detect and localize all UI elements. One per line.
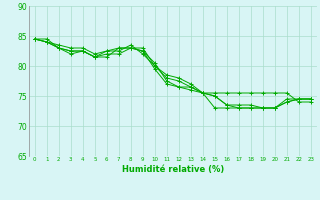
X-axis label: Humidité relative (%): Humidité relative (%): [122, 165, 224, 174]
